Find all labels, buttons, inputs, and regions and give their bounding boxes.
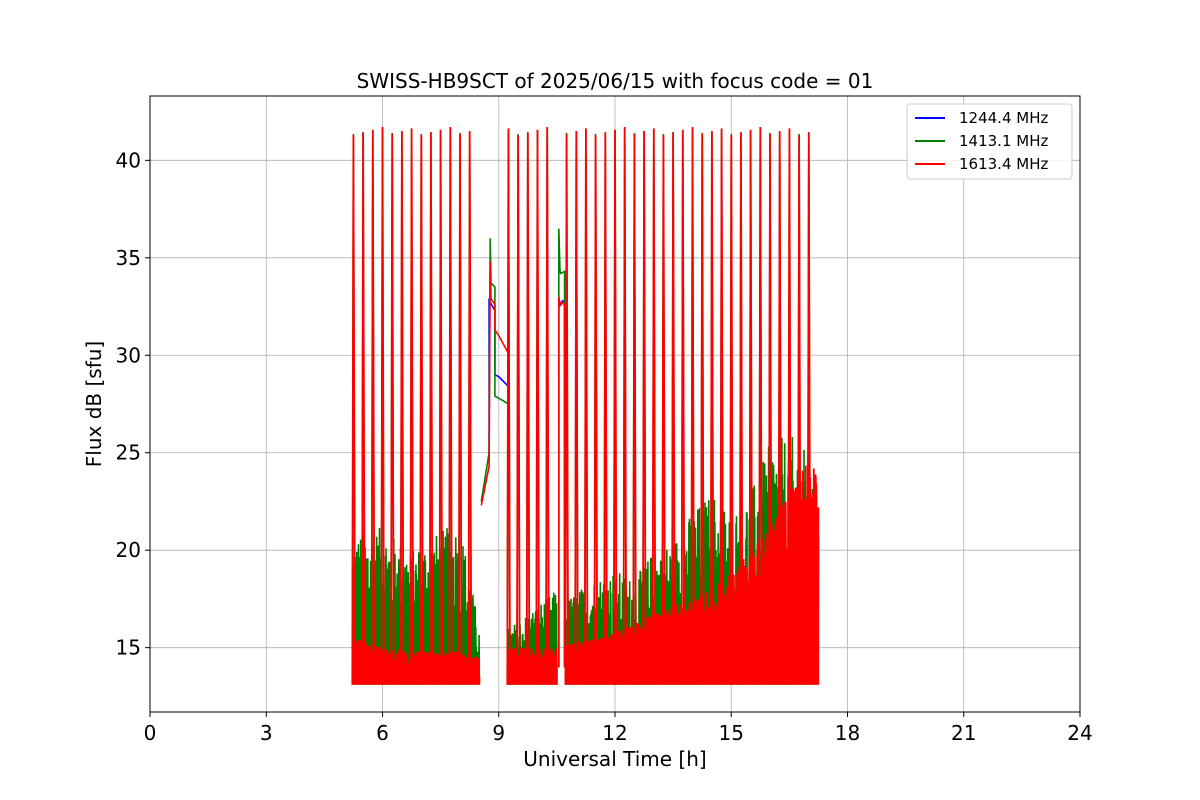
x-axis-label: Universal Time [h] [523,747,706,771]
x-tick-label: 15 [719,721,744,745]
y-tick-label: 15 [116,636,141,660]
series-line-1613-burst [558,296,566,668]
legend-box [906,103,1073,180]
x-tick-label: 12 [602,721,627,745]
x-tick-label: 3 [260,721,273,745]
series-line-1413-burst [558,228,566,668]
legend: 1244.4 MHz 1413.1 MHz 1613.4 MHz [906,103,1073,180]
series-line-1244-burst [558,298,566,668]
x-tick-label: 9 [492,721,505,745]
y-axis-label: Flux dB [sfu] [82,341,106,467]
series-line-1613-gap [480,261,510,506]
chart-title: SWISS-HB9SCT of 2025/06/15 with focus co… [357,69,874,93]
legend-label: 1244.4 MHz [959,109,1048,127]
plot-area [351,126,820,685]
axis-ticks: 0 3 6 9 12 15 18 21 24 15 20 25 30 35 40 [116,148,1093,745]
x-tick-label: 6 [376,721,389,745]
y-tick-label: 25 [116,441,141,465]
x-tick-label: 18 [835,721,860,745]
legend-label: 1413.1 MHz [959,132,1048,150]
x-tick-label: 21 [951,721,976,745]
series-line-1413-gap [480,238,510,502]
y-tick-label: 40 [116,148,141,172]
x-tick-label: 0 [144,721,157,745]
y-tick-label: 35 [116,246,141,270]
series-line-1613-spikes [351,126,812,685]
legend-label: 1613.4 MHz [959,155,1048,173]
x-tick-label: 24 [1067,721,1092,745]
y-tick-label: 20 [116,538,141,562]
y-tick-label: 30 [116,343,141,367]
